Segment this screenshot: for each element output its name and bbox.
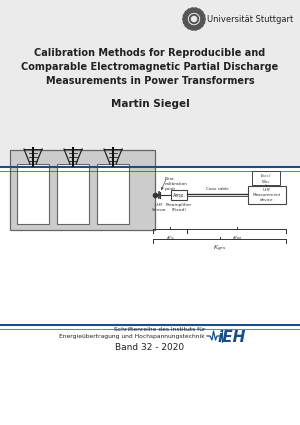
Text: $K_M$: $K_M$ [232,234,242,243]
Text: Band 32 - 2020: Band 32 - 2020 [116,343,184,351]
Circle shape [199,23,203,27]
Bar [17,164,49,224]
Text: Best
calibration
point: Best calibration point [165,177,188,191]
Text: $K_{ges}$: $K_{ges}$ [213,244,226,254]
Circle shape [183,20,188,24]
Bar [248,186,286,204]
Circle shape [194,26,198,30]
Circle shape [201,17,205,21]
Text: Amp.: Amp. [172,193,185,198]
Circle shape [191,17,196,22]
Bar [10,150,155,230]
Circle shape [187,9,192,14]
Text: UHF
Measurement
device: UHF Measurement device [253,188,281,201]
Text: Comparable Electromagnetic Partial Discharge: Comparable Electromagnetic Partial Disch… [21,62,279,72]
Text: Schriftenreihe des Instituts für: Schriftenreihe des Instituts für [113,327,205,332]
Circle shape [200,20,205,24]
Circle shape [190,14,199,23]
Text: Coax cable: Coax cable [206,187,229,191]
Text: $K_S$: $K_S$ [166,234,174,243]
Circle shape [196,9,201,14]
Circle shape [185,23,189,27]
Bar [252,171,280,185]
Circle shape [187,25,192,29]
Text: Measurements in Power Transformers: Measurements in Power Transformers [46,76,254,86]
Text: UHF
Sensor: UHF Sensor [152,203,166,212]
Circle shape [183,14,188,18]
Bar [0,0,300,167]
Circle shape [200,14,205,18]
Circle shape [185,11,189,15]
Circle shape [190,26,195,30]
Circle shape [199,11,203,15]
Text: Martin Siegel: Martin Siegel [111,99,189,109]
Text: iEH: iEH [218,329,246,345]
Text: Calibration Methods for Reproducible and: Calibration Methods for Reproducible and [34,48,266,58]
Circle shape [183,17,187,21]
Text: Energieübertragung und Hochspannungstechnik: Energieübertragung und Hochspannungstech… [59,334,205,339]
Circle shape [190,8,195,12]
Circle shape [194,8,198,12]
Bar [97,164,129,224]
Text: Preamplifier
(Fixed): Preamplifier (Fixed) [166,203,192,212]
Text: $E_{ucs}$ /
Win.: $E_{ucs}$ / Win. [260,172,272,184]
Bar [57,164,89,224]
Text: Universität Stuttgart: Universität Stuttgart [207,14,293,23]
Circle shape [196,25,201,29]
Bar [171,190,187,200]
